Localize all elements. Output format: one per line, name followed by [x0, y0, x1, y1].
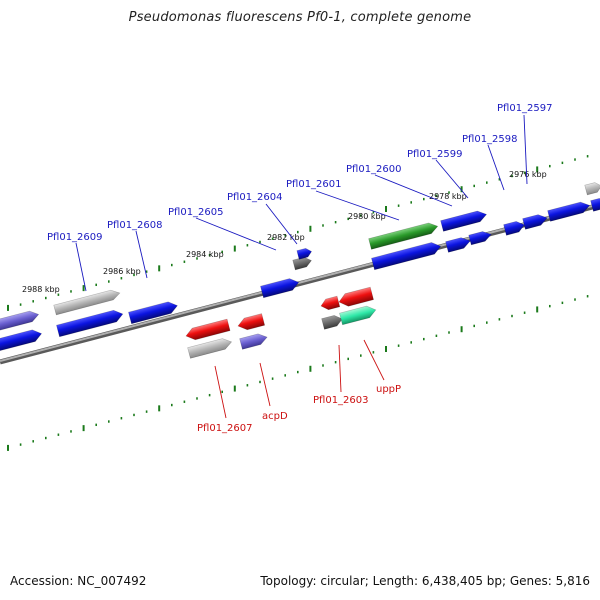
- leader-line: [435, 159, 469, 199]
- backbone-line: [0, 203, 600, 362]
- gene-arrow-blue-shape: [468, 231, 492, 246]
- leader-line: [259, 362, 271, 407]
- leader-line: [265, 203, 298, 245]
- gene-label-top: Pfl01_2599: [407, 149, 463, 160]
- kbp-label: 2976 kbp: [509, 170, 547, 179]
- gene-label-top: Pfl01_2605: [168, 207, 224, 218]
- gene-block-grey-shape: [187, 338, 233, 359]
- gene-arrow-blue: [0, 329, 43, 352]
- gene-arrow-blue-shape: [260, 278, 300, 299]
- gene-block-purple: [239, 333, 268, 350]
- gene-arrow-blue-shape: [547, 201, 591, 222]
- gene-block-grey: [187, 338, 233, 359]
- gene-label-bottom: Pfl01_2607: [197, 423, 253, 434]
- gene-labels: Pfl01_2609 Pfl01_2608 Pfl01_2605Pfl01_2604…: [47, 103, 553, 434]
- gene-block-grey-shape: [584, 182, 600, 196]
- gene-arrow-blue: [56, 309, 124, 338]
- gene-arrow-blue-shape: [296, 248, 312, 260]
- gene-block-purple-shape: [239, 333, 268, 350]
- gene-label-bottom: Pfl01_2603: [313, 395, 369, 406]
- gene-arrow-blue-shape: [503, 221, 525, 236]
- gene-arrow-red-shape: [185, 318, 231, 341]
- leader-line: [363, 339, 385, 381]
- gene-block-grey: [53, 289, 121, 316]
- gene-label-top: Pfl01_2604: [227, 192, 283, 203]
- gene-block-darkgrey: [321, 315, 343, 330]
- genome-backbone: [0, 202, 600, 365]
- leader-line: [214, 365, 227, 419]
- gene-block-teal-shape: [339, 305, 377, 326]
- gene-block-purple-shape: [0, 310, 40, 331]
- gene-arrow-red: [338, 286, 374, 307]
- leader-line: [523, 114, 528, 185]
- kbp-label: 2982 kbp: [267, 233, 305, 242]
- gene-arrow-blue: [503, 221, 525, 236]
- leader-line: [75, 242, 87, 292]
- gene-arrow-blue: [296, 248, 312, 260]
- gene-block-grey: [584, 182, 600, 196]
- kbp-label: 2984 kbp: [186, 250, 224, 259]
- gene-arrow-blue-shape: [590, 198, 600, 212]
- accession-label: Accession: NC_007492: [10, 574, 147, 588]
- gene-arrow-blue-shape: [522, 214, 548, 230]
- gene-arrow-blue-shape: [0, 329, 43, 352]
- gene-arrow-blue: [468, 231, 492, 246]
- map-title: Pseudomonas fluorescens Pf0-1, complete …: [128, 10, 472, 25]
- gene-arrow-blue: [590, 198, 600, 212]
- leader-line: [315, 190, 400, 221]
- kbp-label: 2980 kbp: [348, 212, 386, 221]
- kbp-label: 2978 kbp: [429, 192, 467, 201]
- gene-label-top: Pfl01_2608: [107, 220, 163, 231]
- gene-arrow-blue: [128, 301, 178, 325]
- gene-label-bottom: acpD: [262, 411, 288, 422]
- leader-line: [374, 174, 453, 207]
- gene-block-grey-shape: [53, 289, 121, 316]
- gene-arrow-blue-shape: [371, 242, 442, 271]
- leader-line: [195, 217, 277, 251]
- gene-label-bottom: uppP: [376, 384, 401, 395]
- leader-line: [338, 344, 342, 393]
- gene-block-teal: [339, 305, 377, 326]
- gene-arrow-blue: [445, 237, 471, 253]
- gene-block-green: [368, 222, 439, 250]
- gene-label-top: Pfl01_2609: [47, 232, 103, 243]
- gene-label-top: Pfl01_2598: [462, 134, 518, 145]
- genome-summary: Topology: circular; Length: 6,438,405 bp…: [260, 574, 590, 588]
- gene-label-top: Pfl01_2601: [286, 179, 342, 190]
- gene-label-top: Pfl01_2600: [346, 164, 402, 175]
- gene-arrow-blue-shape: [445, 237, 471, 253]
- gene-arrow-red: [237, 313, 266, 331]
- gene-arrow-blue-shape: [440, 210, 488, 232]
- gene-arrow-blue-shape: [128, 301, 178, 325]
- gene-arrow-blue-shape: [56, 309, 124, 338]
- gene-label-top: Pfl01_2597: [497, 103, 553, 114]
- gene-arrow-blue: [371, 242, 442, 271]
- gene-arrow-red-shape: [237, 313, 266, 331]
- gene-arrow-blue: [547, 201, 591, 222]
- leader-line: [487, 144, 505, 191]
- gene-arrow-blue: [522, 214, 548, 230]
- gene-arrow-red-shape: [320, 295, 341, 311]
- gene-arrow-red-shape: [338, 286, 374, 307]
- gene-features: [0, 182, 600, 359]
- gene-arrow-blue: [440, 210, 488, 232]
- kbp-label: 2988 kbp: [22, 285, 60, 294]
- gene-arrow-red: [320, 295, 341, 311]
- gene-block-darkgrey-shape: [321, 315, 343, 330]
- gene-arrow-red: [185, 318, 231, 341]
- leader-line: [135, 230, 148, 279]
- scale-ticks: 2988 kbp 2986 kbp 2984 kbp 2982 kbp 2980 kbp…: [7, 155, 589, 451]
- gene-arrow-blue: [260, 278, 300, 299]
- kbp-label: 2986 kbp: [103, 267, 141, 276]
- gene-block-green-shape: [368, 222, 439, 250]
- gene-block-purple: [0, 310, 40, 331]
